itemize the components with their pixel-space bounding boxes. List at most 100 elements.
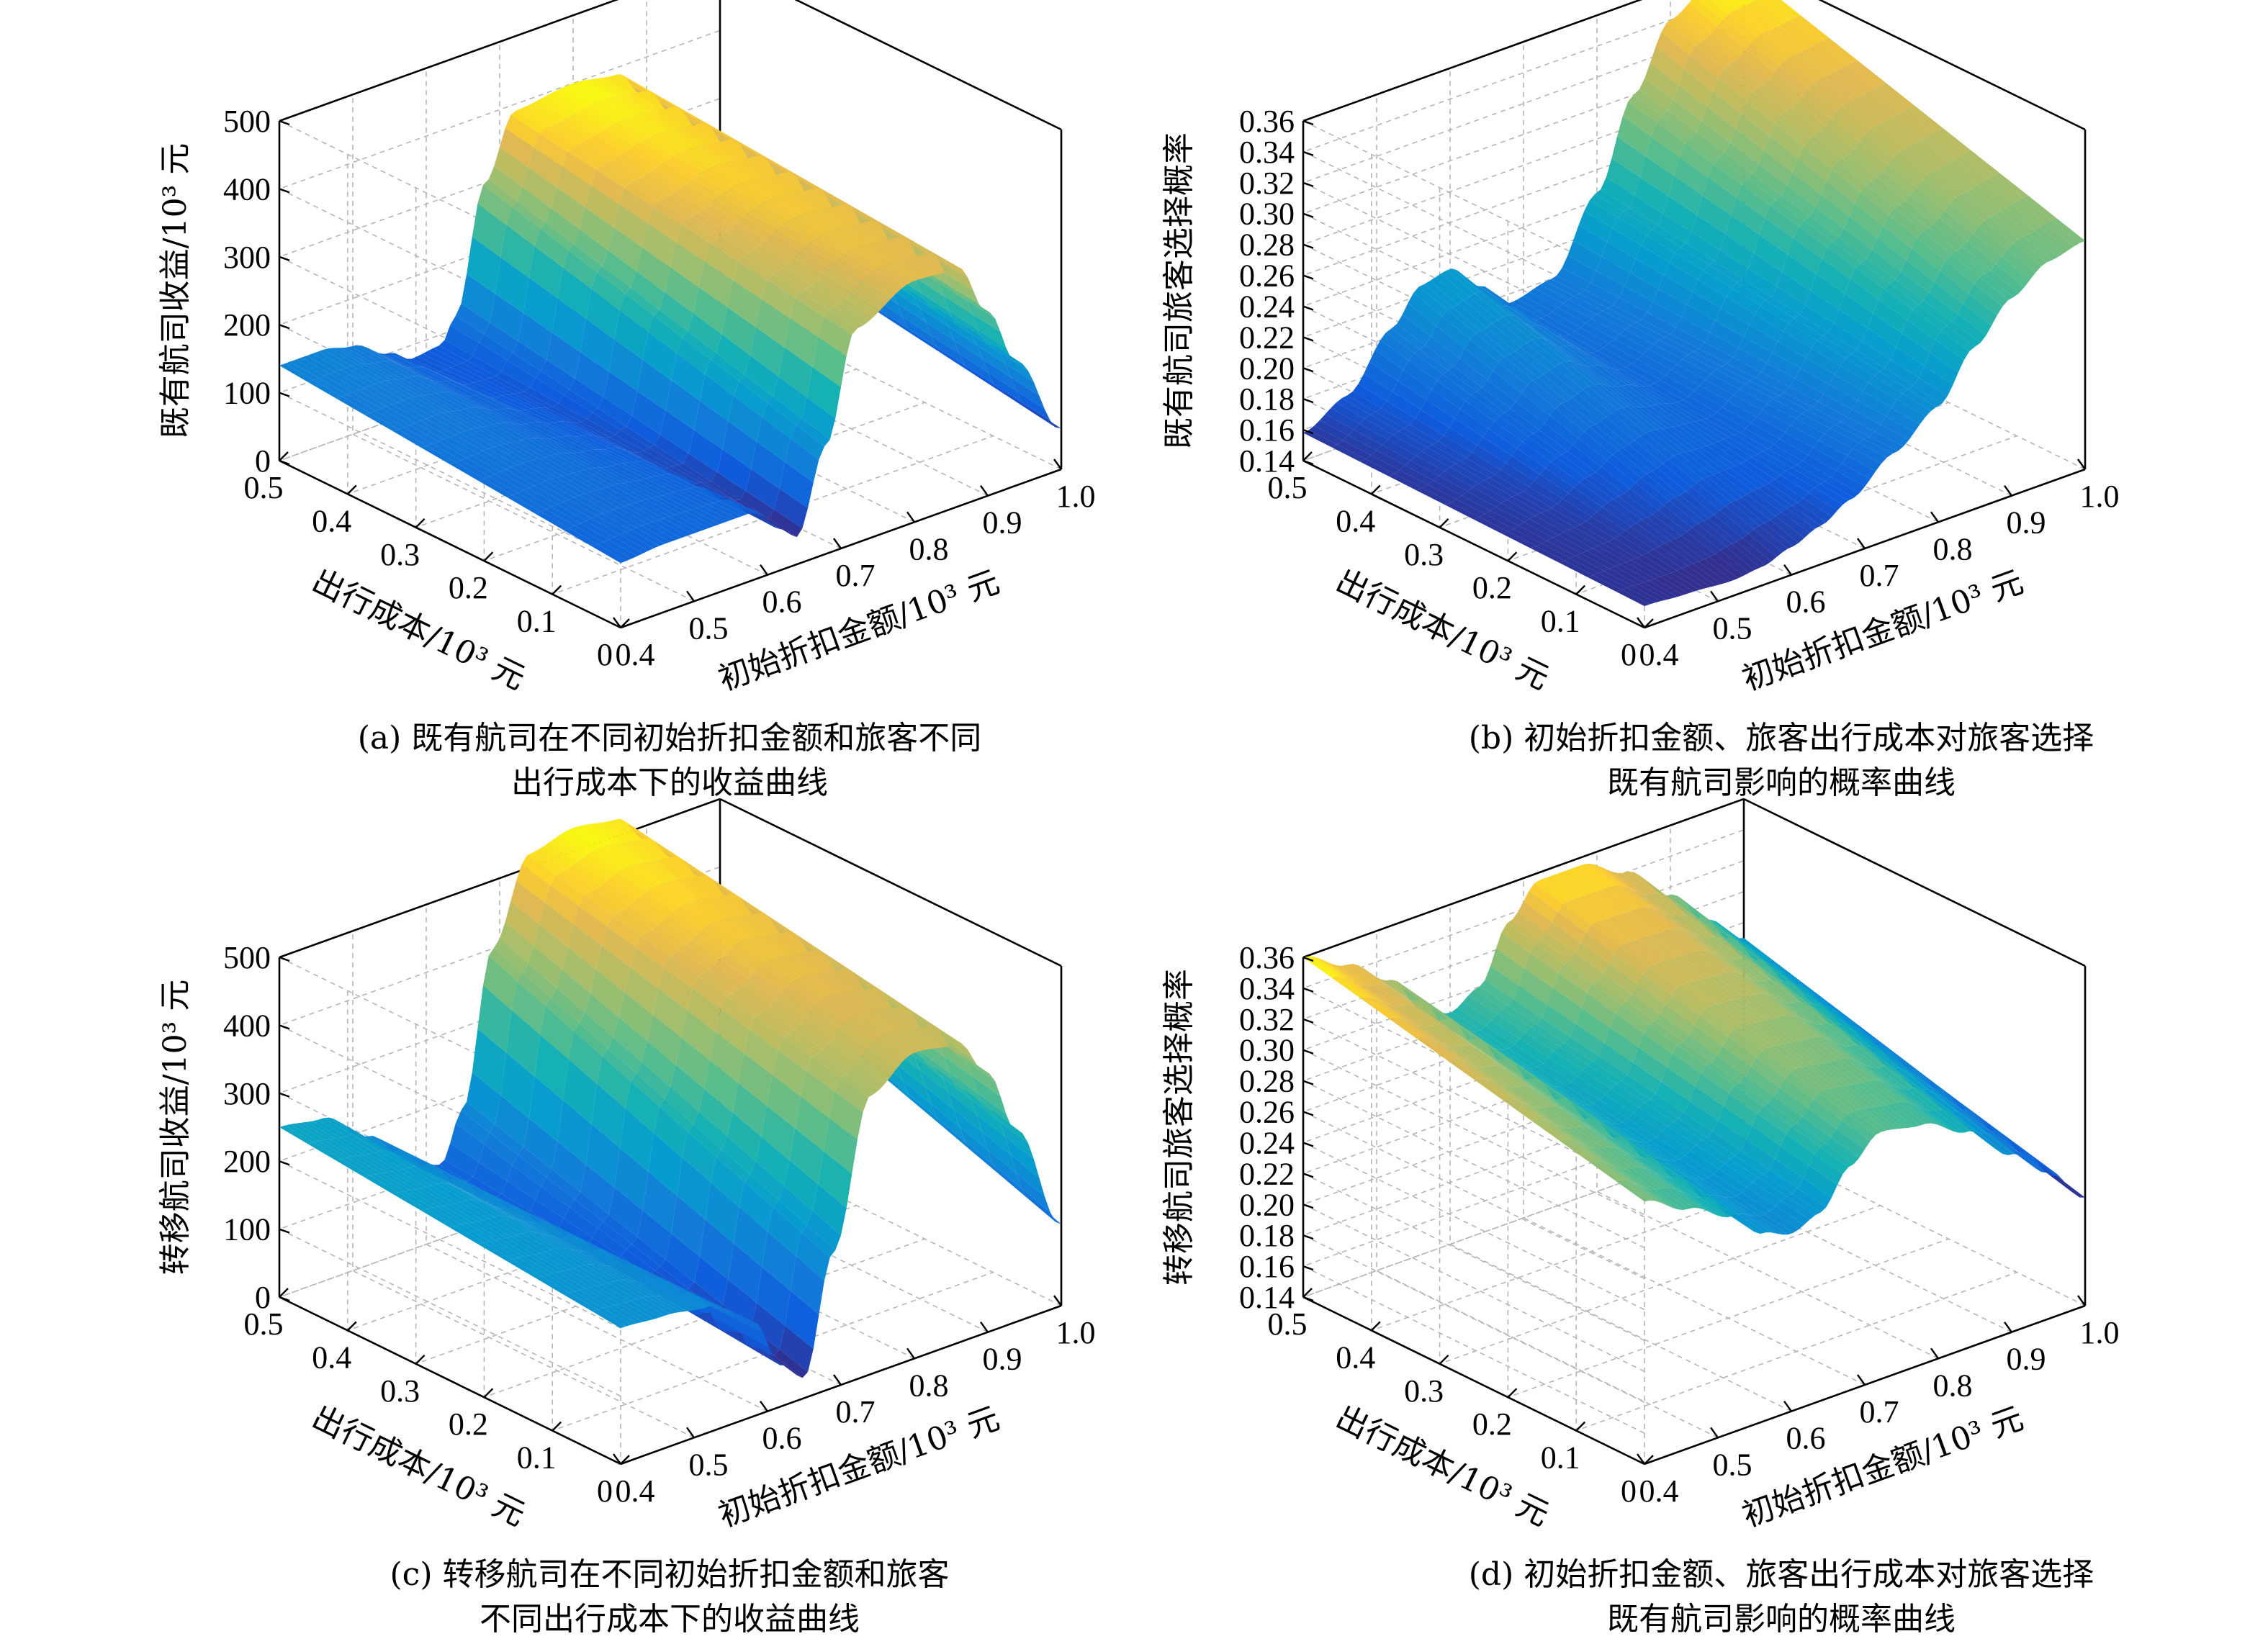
surface-patch	[467, 1177, 502, 1198]
surface-patch	[1808, 448, 1842, 471]
surface-patch	[556, 476, 590, 494]
surface-patch	[764, 176, 798, 194]
surface-patch	[661, 109, 696, 127]
surface-patch	[1616, 407, 1652, 433]
surface-patch	[1376, 445, 1411, 466]
surface-patch	[1591, 512, 1626, 535]
surface-patch	[759, 963, 793, 987]
surface-patch	[1853, 1109, 1887, 1132]
surface-patch	[659, 292, 693, 332]
surface-patch	[699, 1219, 734, 1280]
surface-patch	[1670, 957, 1705, 980]
surface-patch	[1896, 1101, 1931, 1124]
surface-patch	[679, 903, 714, 926]
surface-patch	[562, 500, 597, 519]
surface-patch	[706, 875, 740, 898]
surface-patch	[567, 473, 602, 491]
surface-patch	[1603, 1147, 1637, 1168]
surface-patch	[1809, 1154, 1843, 1185]
surface-patch	[829, 1091, 863, 1139]
surface-patch	[1789, 378, 1824, 402]
surface-patch	[722, 421, 757, 469]
surface-patch	[1766, 352, 1801, 379]
surface-patch	[1649, 383, 1683, 402]
surface-patch	[1819, 1090, 1853, 1114]
surface-patch	[556, 1248, 590, 1265]
surface-patch	[478, 1242, 513, 1262]
surface-patch	[515, 423, 549, 439]
x-tick	[2004, 484, 2012, 497]
z-tick	[1302, 1296, 1314, 1302]
surface-patch	[1867, 1066, 1902, 1090]
surface-patch	[658, 518, 693, 536]
surface-patch	[1623, 886, 1658, 911]
surface-patch	[465, 1199, 500, 1217]
surface-patch	[1788, 238, 1822, 274]
surface-d	[1303, 863, 2085, 1235]
surface-patch	[1596, 1132, 1631, 1155]
surface-patch	[1609, 566, 1644, 584]
surface-patch	[1551, 457, 1585, 483]
surface-patch	[1512, 299, 1547, 319]
surface-patch	[660, 1259, 695, 1289]
surface-patch	[1767, 399, 1802, 419]
surface-patch	[1437, 374, 1472, 402]
surface-patch	[1410, 455, 1445, 477]
axis-edge	[1302, 1296, 1645, 1465]
surface-patch	[492, 410, 526, 425]
surface-patch	[1565, 361, 1600, 384]
surface-patch	[1745, 3, 1779, 29]
surface-patch	[1716, 407, 1751, 429]
surface-patch	[546, 507, 580, 526]
surface-patch	[1599, 384, 1634, 407]
surface-patch	[1593, 1160, 1627, 1181]
surface-patch	[600, 128, 635, 150]
gridline-x	[1670, 825, 2012, 1333]
surface-patch	[1847, 448, 1881, 471]
surface-patch	[1705, 374, 1740, 395]
surface-patch	[1682, 983, 1716, 1006]
surface-patch	[770, 957, 805, 979]
surface-patch	[1387, 435, 1422, 456]
surface-patch	[738, 256, 773, 280]
surface-patch	[574, 1266, 608, 1285]
surface-patch	[639, 460, 673, 474]
surface-patch	[1660, 574, 1694, 594]
surface-patch	[1620, 1168, 1655, 1190]
surface-patch	[522, 963, 557, 998]
surface-patch	[652, 988, 687, 1038]
x-tick-label: 0.7	[1860, 558, 1899, 593]
surface-patch	[719, 918, 753, 939]
surface-patch	[1676, 1190, 1711, 1213]
surface-patch	[1475, 292, 1509, 317]
surface-patch	[1523, 487, 1557, 508]
surface-patch	[628, 864, 662, 885]
y-tick-label: 0.4	[312, 1340, 351, 1375]
surface-patch	[307, 353, 341, 372]
surface-patch	[387, 404, 421, 423]
surface-patch	[1761, 363, 1796, 387]
surface-patch	[1016, 1173, 1050, 1213]
surface-patch	[755, 245, 789, 268]
surface-patch	[1750, 378, 1784, 396]
surface-patch	[1612, 217, 1647, 245]
surface-patch	[607, 485, 642, 503]
surface-patch	[1572, 438, 1607, 467]
surface-patch	[775, 173, 809, 191]
z-tick	[279, 1160, 290, 1166]
surface-patch	[1722, 401, 1757, 423]
surface-patch	[1814, 484, 1849, 505]
surface-patch	[1797, 498, 1832, 523]
surface-patch	[1421, 399, 1455, 428]
surface-patch	[1612, 885, 1647, 908]
surface-patch	[1405, 460, 1439, 481]
surface-patch	[1670, 1176, 1704, 1198]
surface-patch	[2006, 204, 2040, 231]
surface-patch	[562, 1269, 597, 1288]
z-axis-label: 转移航司旅客选择概率	[1161, 969, 1197, 1286]
surface-patch	[1862, 328, 1896, 360]
surface-patch	[1438, 435, 1472, 459]
surface-patch	[776, 992, 811, 1019]
surface-patch	[1669, 253, 1704, 280]
surface-patch	[1010, 1155, 1045, 1197]
